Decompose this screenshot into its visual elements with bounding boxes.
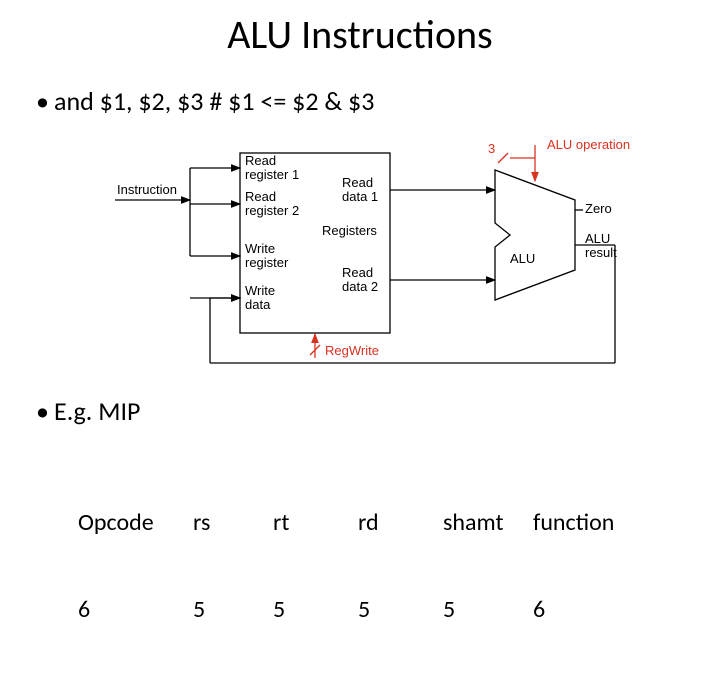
field-value: 6 — [533, 595, 643, 624]
svg-text:Read: Read — [245, 189, 276, 204]
svg-text:Write: Write — [245, 283, 275, 298]
instruction-fields-table: Opcodersrtrdshamtfunction 655556 — [78, 450, 643, 682]
bullet-and-instr: •and $1, $2, $3 # $1 <= $2 & $3 — [36, 85, 374, 117]
field-header: rs — [193, 508, 273, 537]
svg-text:result: result — [585, 245, 617, 260]
svg-text:data: data — [245, 297, 271, 312]
svg-text:Read: Read — [245, 153, 276, 168]
svg-text:register 1: register 1 — [245, 167, 299, 182]
bullet-eg-mip: •E.g. MIP — [36, 395, 140, 427]
svg-text:data 1: data 1 — [342, 189, 378, 204]
field-value: 5 — [358, 595, 443, 624]
svg-text:ALU operation: ALU operation — [547, 137, 630, 152]
svg-text:Zero: Zero — [585, 201, 612, 216]
field-value: 5 — [193, 595, 273, 624]
svg-text:RegWrite: RegWrite — [325, 343, 379, 358]
svg-text:data 2: data 2 — [342, 279, 378, 294]
svg-text:3: 3 — [488, 141, 495, 156]
field-header: rt — [273, 508, 358, 537]
svg-text:Write: Write — [245, 241, 275, 256]
slide-title: ALU Instructions — [0, 10, 720, 59]
field-value: 5 — [443, 595, 533, 624]
field-header: Opcode — [78, 508, 193, 537]
svg-text:register 2: register 2 — [245, 203, 299, 218]
svg-text:ALU: ALU — [585, 231, 610, 246]
field-header: rd — [358, 508, 443, 537]
bullet-text-1: and $1, $2, $3 # $1 <= $2 & $3 — [54, 85, 374, 117]
field-header: function — [533, 508, 643, 537]
bullet-text-2: E.g. MIP — [54, 395, 140, 427]
svg-text:Registers: Registers — [322, 223, 377, 238]
svg-text:Instruction: Instruction — [117, 182, 177, 197]
svg-text:ALU: ALU — [510, 251, 535, 266]
field-value: 5 — [273, 595, 358, 624]
field-value: 6 — [78, 595, 193, 624]
datapath-diagram: InstructionRegistersReadregister 1Readre… — [115, 135, 635, 380]
svg-text:Read: Read — [342, 175, 373, 190]
field-header: shamt — [443, 508, 533, 537]
svg-text:Read: Read — [342, 265, 373, 280]
svg-text:register: register — [245, 255, 289, 270]
